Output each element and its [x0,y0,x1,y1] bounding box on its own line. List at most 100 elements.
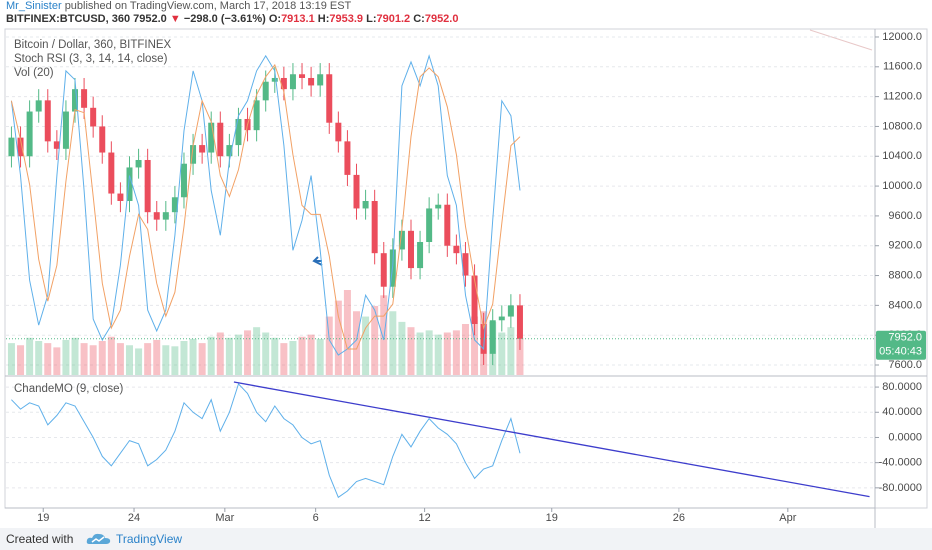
candle-body [108,152,115,194]
volume-bar [389,311,397,375]
y-tick-label: 12000.0 [882,31,922,43]
volume-bar [98,341,106,375]
candle-body [199,145,206,153]
volume-bar [262,332,270,375]
volume-bar [407,327,415,375]
volume-bar [216,332,224,375]
candle-body [371,200,378,254]
volume-bar [398,321,406,375]
volume-bar [207,336,215,375]
volume-bar [280,343,288,375]
candle-body [253,100,260,131]
marks: 7600.08000.08400.08800.09200.09600.01000… [6,31,926,524]
volume-bar [71,337,79,375]
volume-bar [425,330,433,375]
legend-title: Bitcoin / Dollar, 360, BITFINEX [14,39,172,51]
c-label: C: [413,13,425,25]
volume-bar [334,300,342,375]
x-tick-label: Apr [779,512,796,524]
stoch-line [10,63,521,350]
candle-body [398,230,405,250]
candle-body [471,275,478,325]
volume-bar [362,316,370,375]
o-value: 7913.1 [281,13,315,25]
volume-bar [443,332,451,375]
x-tick-label: Mar [215,512,234,524]
volume-bar [307,334,315,375]
candle-body [299,74,306,78]
last-price-label: 7952.0 [888,332,922,344]
y-tick-label: 10400.0 [882,150,922,162]
volume-bar [17,345,25,375]
volume-bar [461,324,469,375]
y-tick-label: -40.0000 [879,457,922,469]
change-arrow: ▼ [169,13,181,25]
volume-bar [53,347,61,375]
candle-body [162,212,169,220]
l-label: L: [366,13,377,25]
volume-bar [516,337,524,375]
x-tick-label: 19 [546,512,558,524]
volume-bar [144,343,152,375]
y-tick-label: 10000.0 [882,180,922,192]
candle-body [8,137,15,157]
logo [86,533,111,544]
candle-body [462,253,469,276]
volume-bar [198,343,206,375]
volume-bar [135,348,143,375]
y-tick-label: 9600.0 [888,210,922,222]
y-tick-label: 7600.0 [888,359,922,371]
volume-bar [325,316,333,375]
volume-bar [507,327,515,375]
y-tick-label: 11200.0 [883,91,922,103]
volume-bar [35,341,43,375]
candle-body [262,81,269,101]
candle-body [453,245,460,254]
y-tick-label: 10800.0 [882,120,922,132]
candle-body [153,212,160,220]
candle-body [62,111,69,149]
volume-bar [180,341,188,375]
candle-body [489,320,496,354]
cmo-line [11,382,521,499]
volume-bar [380,295,388,375]
countdown: 05:40:43 [879,346,922,358]
trend-line [233,381,870,498]
created-with: Created with [6,532,74,546]
volume-bar [452,330,460,375]
candle-body [171,197,178,213]
candle-body [308,77,315,86]
candle-body [317,74,324,86]
candle-body [380,253,387,287]
y-tick-label: -80.0000 [879,482,922,494]
volume-bar [471,316,479,375]
author[interactable]: Mr_Sinister [6,0,62,12]
candle-body [26,111,33,157]
y-tick-label: 8800.0 [888,269,922,281]
candle-body [353,174,360,209]
candle-body [135,159,142,168]
volume-bar [234,334,242,375]
candle-body [407,230,414,269]
candle-body [507,305,514,317]
volume-bar [89,345,97,375]
volume-bar [416,332,424,375]
volume-bar [253,327,261,375]
chart: 7600.08000.08400.08800.09200.09600.01000… [4,28,928,528]
candle-body [144,159,151,213]
volume-bar [171,346,179,375]
candle-body [271,77,278,82]
volume-bar [116,343,124,375]
stoch-line [10,54,521,356]
candle-body [90,107,97,127]
brand[interactable]: TradingView [116,532,183,546]
volume-bar [271,337,279,375]
candle-body [235,118,242,146]
volume-bar [343,290,351,375]
volume-bar [498,332,506,375]
y-tick-label: 8400.0 [888,299,922,311]
candle-body [335,122,342,142]
legend-volume: Vol (20) [14,67,54,79]
volume-bar [62,339,70,375]
volume-bar [353,311,361,375]
